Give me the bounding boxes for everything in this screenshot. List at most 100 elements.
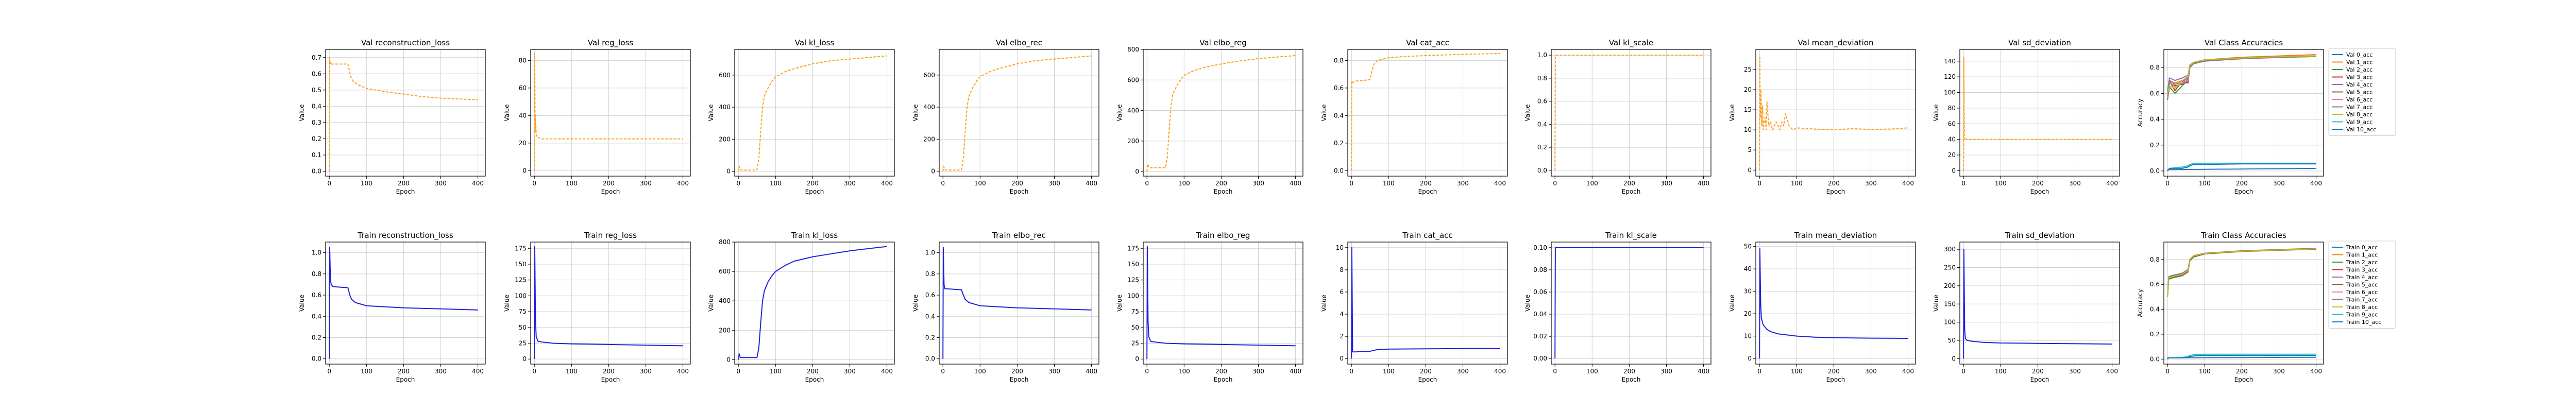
y-tick-label: 5 — [1748, 146, 1752, 153]
y-tick-label: 600 — [719, 72, 731, 79]
legend-label: Train 8_acc — [2346, 304, 2378, 311]
axes-frame — [1143, 242, 1303, 365]
x-tick-label: 0 — [736, 180, 740, 187]
chart-panel: 0 100 200 300 400 0 200 400 600 800 Val elbo_reg Ep… — [1116, 38, 1303, 195]
y-tick-label: 1.0 — [925, 249, 935, 256]
y-tick-label: 40 — [1948, 136, 1956, 143]
x-axis-label: Epoch — [1010, 188, 1029, 195]
x-tick-label: 400 — [472, 180, 484, 187]
y-tick-label: 0 — [1748, 166, 1752, 174]
x-tick-label: 200 — [1420, 368, 1432, 375]
y-tick-label: 0.6 — [312, 70, 321, 77]
y-axis-label: Value — [1524, 295, 1531, 312]
y-axis-label: Value — [1728, 105, 1736, 122]
axes-frame — [1959, 49, 2120, 177]
y-tick-label: 6 — [1340, 288, 1344, 296]
chart-title: Val reconstruction_loss — [361, 38, 450, 48]
chart-title: Val sd_deviation — [2008, 38, 2071, 48]
y-tick-label: 20 — [1744, 310, 1752, 317]
x-tick-label: 300 — [1048, 368, 1060, 375]
y-tick-label: 15 — [1744, 106, 1752, 113]
y-tick-label: 250 — [1944, 264, 1956, 271]
axes-frame — [530, 49, 691, 177]
y-tick-label: 50 — [1744, 243, 1752, 250]
y-axis-label: Value — [503, 105, 511, 122]
x-tick-label: 300 — [640, 180, 652, 187]
x-tick-label: 0 — [532, 368, 536, 375]
y-axis-label: Value — [1320, 105, 1328, 122]
chart-title: Train kl_scale — [1605, 231, 1657, 241]
x-tick-label: 100 — [566, 180, 578, 187]
y-tick-label: 100 — [515, 292, 527, 299]
y-tick-label: 600 — [923, 72, 935, 79]
legend-label: Train 0_acc — [2346, 244, 2378, 251]
y-tick-label: 0 — [1748, 355, 1752, 362]
y-tick-label: 0.2 — [2150, 331, 2160, 338]
x-tick-label: 100 — [1791, 368, 1803, 375]
x-tick-label: 0 — [1349, 180, 1353, 187]
chart-panel: 0 100 200 300 400 0.0 0.2 0.4 0.6 0.8 Train Class … — [2137, 231, 2396, 383]
x-tick-label: 200 — [2032, 180, 2044, 187]
y-tick-label: 0.4 — [312, 102, 321, 110]
x-axis-label: Epoch — [601, 188, 620, 195]
y-tick-label: 25 — [1131, 339, 1139, 347]
x-tick-label: 400 — [881, 180, 893, 187]
x-axis-label: Epoch — [2030, 188, 2049, 195]
series-line — [534, 246, 683, 359]
y-tick-label: 0.6 — [1537, 98, 1547, 105]
chart-panel: 0 100 200 300 400 0 20 40 60 80 Val reg_loss Epoch V… — [503, 38, 691, 195]
x-tick-label: 100 — [1586, 180, 1598, 187]
y-axis-label: Value — [1933, 295, 1940, 312]
x-tick-label: 200 — [1420, 180, 1432, 187]
y-axis-label: Value — [503, 295, 511, 312]
axes-frame — [2163, 242, 2324, 365]
legend-label: Train 4_acc — [2346, 274, 2378, 281]
y-tick-label: 0.4 — [925, 313, 935, 320]
x-tick-label: 100 — [2199, 180, 2211, 187]
y-tick-label: 200 — [1127, 138, 1139, 145]
x-tick-label: 0 — [1553, 368, 1557, 375]
x-tick-label: 100 — [566, 368, 578, 375]
y-tick-label: 0 — [522, 355, 527, 363]
y-tick-label: 0.8 — [1334, 57, 1344, 64]
x-axis-label: Epoch — [1826, 188, 1845, 195]
y-tick-label: 200 — [719, 135, 731, 143]
x-tick-label: 100 — [974, 368, 986, 375]
series-line — [1759, 57, 1908, 170]
x-tick-label: 100 — [1995, 368, 2007, 375]
x-tick-label: 0 — [327, 180, 331, 187]
series-line — [1351, 53, 1500, 171]
x-tick-label: 0 — [1553, 180, 1557, 187]
x-tick-label: 100 — [1383, 180, 1395, 187]
x-axis-label: Epoch — [1214, 376, 1233, 383]
series-line — [1759, 248, 1908, 359]
x-tick-label: 0 — [1757, 180, 1761, 187]
x-tick-label: 300 — [1660, 180, 1672, 187]
x-tick-label: 100 — [1178, 368, 1190, 375]
series-line — [738, 246, 887, 360]
x-tick-label: 400 — [1494, 368, 1506, 375]
legend-label: Train 1_acc — [2346, 252, 2378, 259]
series-line — [2167, 162, 2316, 171]
y-tick-label: 120 — [1944, 73, 1956, 80]
y-tick-label: 175 — [515, 245, 527, 252]
x-tick-label: 300 — [2069, 180, 2081, 187]
y-tick-label: 0.5 — [312, 87, 321, 94]
series-line — [1963, 57, 2112, 171]
y-tick-label: 0.2 — [1334, 140, 1344, 147]
x-tick-label: 300 — [2273, 368, 2285, 375]
x-tick-label: 300 — [2069, 368, 2081, 375]
y-tick-label: 0.8 — [2150, 256, 2160, 263]
y-tick-label: 150 — [1944, 300, 1956, 307]
y-tick-label: 400 — [1127, 107, 1139, 114]
x-tick-label: 0 — [1145, 368, 1149, 375]
chart-panel: 0 100 200 300 400 0 25 50 75 100 125 150 175 Train el… — [1116, 231, 1303, 383]
x-tick-label: 400 — [2310, 180, 2322, 187]
legend-label: Val 8_acc — [2346, 111, 2372, 118]
series-line — [1963, 249, 2112, 359]
chart-panel: 0 100 200 300 400 0 200 400 600 Val elbo_rec Epoch… — [912, 38, 1099, 195]
y-axis-label: Value — [707, 295, 715, 312]
y-tick-label: 300 — [1944, 246, 1956, 253]
